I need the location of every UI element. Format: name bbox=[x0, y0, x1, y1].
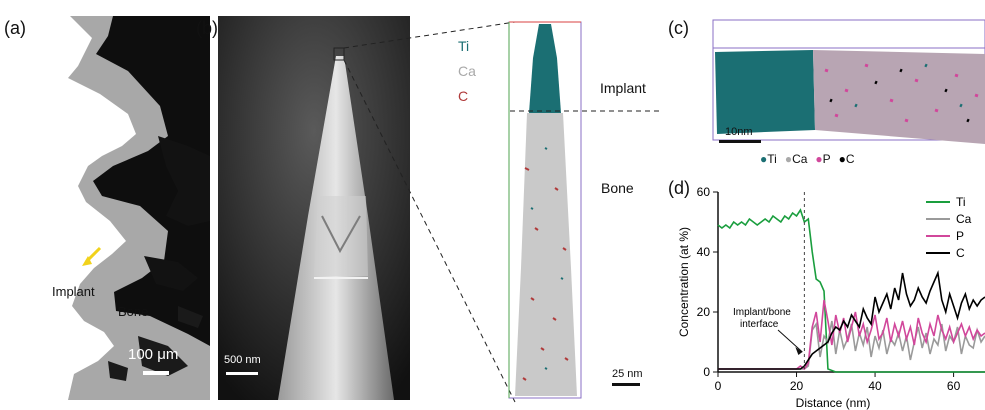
panel-a-implant-label: Implant bbox=[52, 284, 95, 299]
panel-a: Implant Bone 100 μm bbox=[38, 16, 210, 400]
x-tick-label: 0 bbox=[715, 379, 722, 393]
legend-ca-item: ●Ca bbox=[784, 152, 808, 166]
y-tick-label: 0 bbox=[703, 365, 710, 379]
panel-b-apt bbox=[505, 18, 585, 402]
apt-scale-bar bbox=[612, 383, 640, 386]
panel-b-sem-image bbox=[218, 16, 410, 400]
legend-c-item: ●C bbox=[838, 152, 855, 166]
apt-legend-c: C bbox=[458, 88, 469, 104]
panel-b-sem-scale-label: 500 nm bbox=[224, 354, 261, 366]
annotation-arrowhead bbox=[795, 347, 803, 355]
legend-label-ti: Ti bbox=[956, 195, 966, 209]
apt-bone-label: Bone bbox=[601, 180, 634, 196]
legend-ca-text: Ca bbox=[792, 152, 808, 166]
series-line-ti bbox=[717, 208, 985, 373]
annotation-text-line1: Implant/bone bbox=[733, 307, 791, 318]
annotation-text-line2: interface bbox=[740, 319, 779, 330]
annotation-arrow bbox=[777, 329, 803, 353]
apt-legend-ca: Ca bbox=[458, 63, 476, 79]
y-tick-label: 60 bbox=[697, 185, 711, 199]
legend-ti-text: Ti bbox=[767, 152, 777, 166]
y-tick-label: 20 bbox=[697, 305, 711, 319]
panel-b-sem: 500 nm bbox=[218, 16, 410, 400]
apt-implant-label: Implant bbox=[600, 80, 646, 96]
y-tick-label: 40 bbox=[697, 245, 711, 259]
apt-reconstruction bbox=[508, 21, 582, 399]
legend-p-item: ●P bbox=[815, 152, 831, 166]
panel-c-label: (c) bbox=[668, 18, 689, 38]
panel-d-label: (d) bbox=[668, 178, 690, 198]
panel-a-scale-label: 100 μm bbox=[128, 346, 179, 363]
x-tick-label: 20 bbox=[790, 379, 804, 393]
apt-scale-label: 25 nm bbox=[612, 368, 643, 380]
panel-a-bone-label: Bone bbox=[118, 304, 149, 319]
panel-a-label: (a) bbox=[4, 18, 26, 38]
x-tick-label: 60 bbox=[947, 379, 961, 393]
apt-slice-image bbox=[712, 19, 985, 144]
legend-label-c: C bbox=[956, 246, 965, 260]
legend-p-text: P bbox=[822, 152, 831, 166]
x-tick-label: 40 bbox=[868, 379, 882, 393]
panel-c-scale-label: 10nm bbox=[725, 126, 753, 138]
legend-c-text: C bbox=[845, 152, 855, 166]
panel-c-apt-slice: 10nm bbox=[705, 10, 985, 150]
panel-b-label: (b) bbox=[196, 18, 218, 38]
legend-label-p: P bbox=[956, 229, 964, 243]
series-line-c bbox=[718, 270, 985, 370]
panel-a-micrograph bbox=[38, 16, 210, 400]
y-axis-label: Concentration (at %) bbox=[677, 227, 691, 337]
concentration-chart: Concentration (at %) Distance (nm) 0 20 40… bbox=[677, 185, 985, 410]
x-axis-label: Distance (nm) bbox=[796, 396, 871, 410]
apt-interface-line bbox=[510, 110, 660, 112]
legend-label-ca: Ca bbox=[956, 212, 972, 226]
panel-c-legend: ●Ti ●Ca ●P ●C bbox=[760, 152, 855, 166]
apt-legend-ti: Ti bbox=[458, 38, 470, 54]
legend-ti-item: ●Ti bbox=[760, 152, 777, 166]
series-line-p bbox=[718, 299, 985, 371]
apt-legend: Ti Ca C bbox=[458, 34, 476, 109]
